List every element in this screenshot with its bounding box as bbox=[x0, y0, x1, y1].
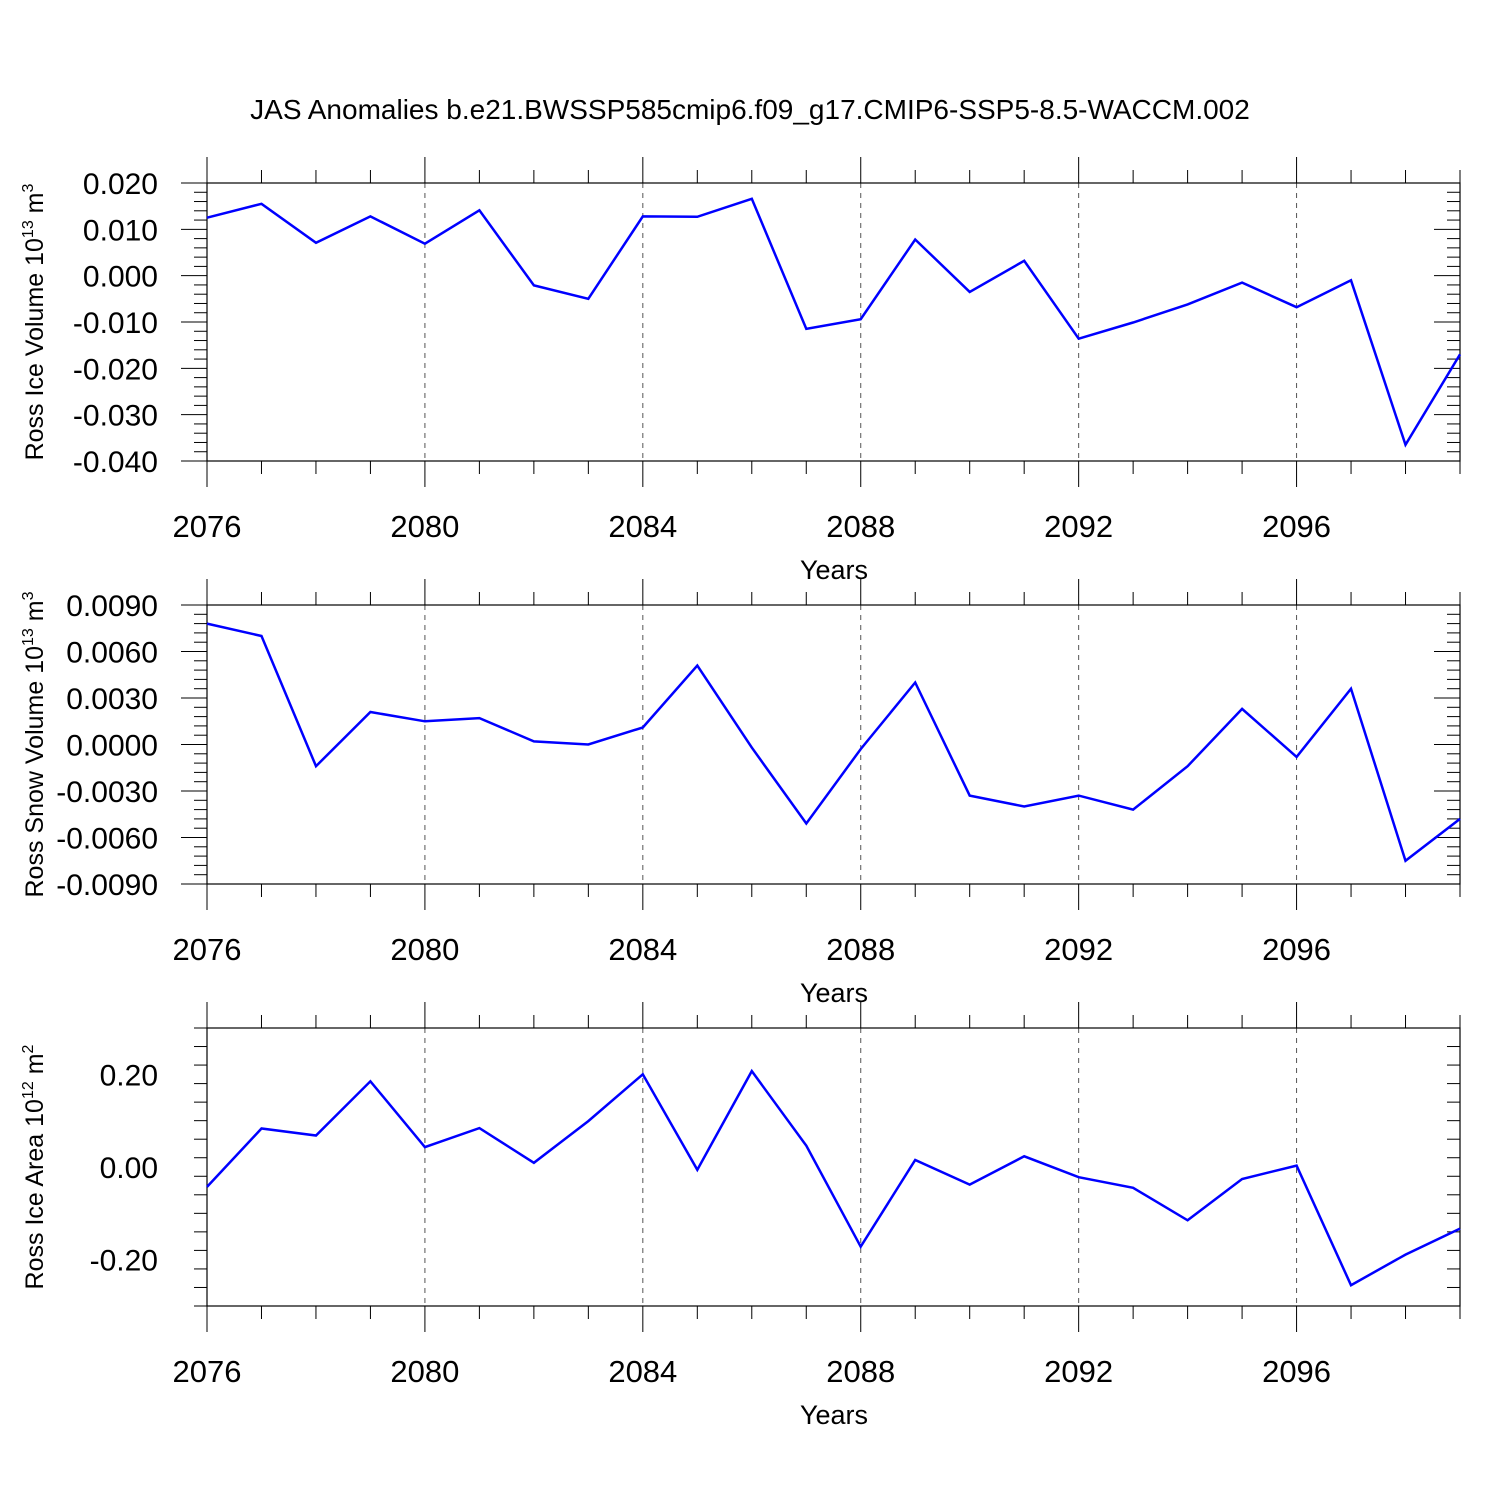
x-tick-label: 2084 bbox=[608, 932, 677, 967]
y-axis-label-text: Ross Ice Volume 10 bbox=[21, 238, 49, 460]
x-tick-label: 2092 bbox=[1044, 509, 1113, 544]
x-tick-label: 2088 bbox=[826, 509, 895, 544]
x-tick-label: 2088 bbox=[826, 1354, 895, 1389]
y-axis-label-superscript: 3 bbox=[20, 183, 37, 192]
x-tick-label: 2080 bbox=[390, 1354, 459, 1389]
x-tick-label: 2080 bbox=[390, 509, 459, 544]
x-tick-label: 2088 bbox=[826, 932, 895, 967]
x-tick-label: 2076 bbox=[173, 932, 242, 967]
y-axis-label: Ross Snow Volume 1013 m3 bbox=[20, 591, 49, 897]
x-tick-label: 2076 bbox=[173, 509, 242, 544]
panel-ice-volume: 0.020 0.010 0.000 -0.010 -0.020 -0.030 -0.040 2… bbox=[20, 157, 1462, 585]
y-tick-label: 0.0000 bbox=[66, 730, 158, 763]
x-tick-label: 2096 bbox=[1262, 509, 1331, 544]
y-tick-label: 0.0060 bbox=[66, 637, 158, 670]
x-tick-label: 2084 bbox=[608, 509, 677, 544]
panels: 0.020 0.010 0.000 -0.010 -0.020 -0.030 -0.040 2… bbox=[20, 157, 1462, 1430]
x-tick-label: 2084 bbox=[608, 1354, 677, 1389]
y-tick-label: 0.000 bbox=[83, 261, 158, 294]
x-tick-label: 2092 bbox=[1044, 1354, 1113, 1389]
y-axis-label-text: Ross Ice Area 10 bbox=[21, 1099, 49, 1289]
x-tick-label: 2096 bbox=[1262, 1354, 1331, 1389]
y-axis-label-superscript: 2 bbox=[20, 1044, 37, 1053]
x-axis-label: Years bbox=[800, 978, 868, 1008]
y-tick-label: 0.020 bbox=[83, 168, 158, 201]
y-tick-label: -0.0090 bbox=[56, 869, 158, 902]
chart-title: JAS Anomalies b.e21.BWSSP585cmip6.f09_g1… bbox=[250, 94, 1250, 125]
series-line-ice-area bbox=[206, 1068, 1461, 1287]
x-axis-label: Years bbox=[800, 1400, 868, 1430]
x-tick-label: 2076 bbox=[173, 1354, 242, 1389]
y-tick-label: 0.00 bbox=[100, 1152, 158, 1185]
y-axis-label-text: Ross Snow Volume 10 bbox=[21, 646, 49, 898]
x-tick-label: 2080 bbox=[390, 932, 459, 967]
plot-frame bbox=[206, 182, 1461, 462]
y-tick-label: -0.20 bbox=[90, 1245, 158, 1278]
y-tick-label: -0.0030 bbox=[56, 776, 158, 809]
y-tick-label: -0.020 bbox=[73, 353, 158, 386]
y-axis-label-superscript: 13 bbox=[20, 220, 37, 238]
x-tick-label: 2092 bbox=[1044, 932, 1113, 967]
y-axis-label-superscript: 3 bbox=[20, 591, 37, 600]
y-tick-label: -0.0060 bbox=[56, 823, 158, 856]
plot-frame bbox=[206, 1027, 1461, 1307]
series-line-ice-volume bbox=[206, 197, 1462, 448]
x-axis-label: Years bbox=[800, 555, 868, 585]
y-axis-label-text: m bbox=[21, 192, 49, 220]
series-line-snow-volume bbox=[206, 622, 1461, 863]
y-tick-label: 0.20 bbox=[100, 1059, 158, 1092]
y-axis-label-text: m bbox=[21, 600, 49, 628]
panel-ice-area: 0.20 0.00 -0.20 2076 2080 2084 2088 2092 2096 Yea… bbox=[20, 1002, 1461, 1430]
y-tick-label: -0.010 bbox=[73, 307, 158, 340]
y-axis-label-superscript: 12 bbox=[20, 1081, 37, 1099]
panel-snow-volume: 0.0090 0.0060 0.0030 0.0000 -0.0030 -0.0060 -0… bbox=[20, 579, 1461, 1008]
x-tick-label: 2096 bbox=[1262, 932, 1331, 967]
y-tick-label: 0.010 bbox=[83, 214, 158, 247]
plot-frame bbox=[206, 604, 1461, 885]
y-tick-label: 0.0090 bbox=[66, 590, 158, 623]
y-axis-label-superscript: 13 bbox=[20, 628, 37, 646]
y-tick-label: 0.0030 bbox=[66, 683, 158, 716]
y-tick-label: -0.030 bbox=[73, 400, 158, 433]
y-axis-label: Ross Ice Volume 1013 m3 bbox=[20, 183, 49, 460]
y-tick-label: -0.040 bbox=[73, 446, 158, 479]
y-axis-label: Ross Ice Area 1012 m2 bbox=[20, 1044, 49, 1289]
y-axis-label-text: m bbox=[21, 1053, 49, 1081]
